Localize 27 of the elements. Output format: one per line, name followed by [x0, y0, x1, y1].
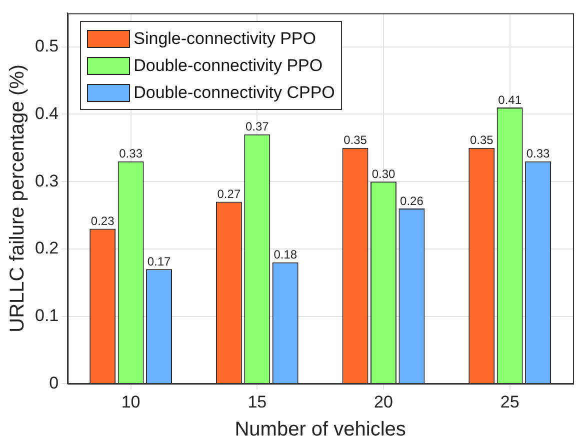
y-tick-label: 0.3 [34, 171, 59, 190]
y-tick-label: 0.1 [34, 306, 59, 325]
data-label: 0.30 [372, 166, 396, 181]
y-axis-title: URLLC failure percentage (%) [6, 64, 29, 332]
data-label: 0.33 [526, 146, 550, 161]
data-label: 0.26 [400, 194, 424, 208]
legend-label: Single-connectivity PPO [134, 28, 316, 49]
legend-label: Double-connectivity CPPO [134, 82, 335, 103]
x-axis-title: Number of vehicles [234, 418, 406, 441]
data-label: 0.17 [147, 254, 172, 268]
data-label: 0.37 [245, 120, 270, 134]
y-tick-label: 0.2 [34, 238, 59, 258]
data-label: 0.35 [344, 133, 368, 148]
x-tick-label: 20 [374, 392, 393, 412]
data-label: 0.35 [470, 133, 494, 148]
y-tick-label: 0.4 [34, 104, 59, 123]
data-label: 0.33 [119, 146, 143, 161]
x-tick-label: 15 [248, 392, 267, 412]
data-label: 0.27 [217, 187, 241, 202]
data-label: 0.23 [90, 214, 115, 228]
y-tick-label: 0 [49, 373, 59, 392]
x-tick-label: 10 [121, 392, 140, 412]
y-tick-label: 0.5 [34, 36, 59, 56]
legend-label: Double-connectivity PPO [134, 56, 323, 76]
data-label: 0.41 [498, 92, 522, 107]
data-label: 0.18 [274, 248, 298, 262]
x-tick-label: 25 [500, 392, 520, 412]
